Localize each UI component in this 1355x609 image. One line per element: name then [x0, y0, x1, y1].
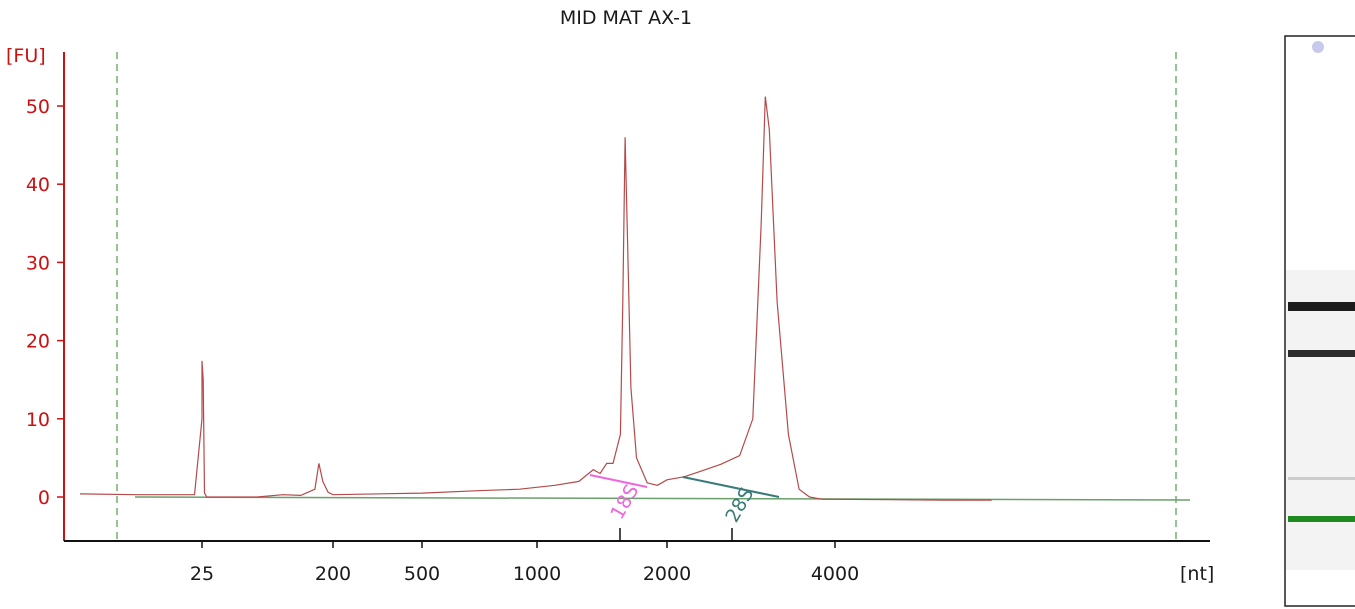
marker-segment-28S — [682, 476, 780, 498]
x-tick-label: 200 — [315, 563, 351, 585]
x-ticks: 25 200 500 1000 2000 4000 — [190, 541, 859, 585]
y-tick-label: 30 — [26, 252, 50, 274]
y-tick-label: 20 — [26, 331, 50, 353]
gel-band-middle — [1288, 350, 1355, 357]
x-tick-label: 4000 — [811, 563, 859, 585]
x-tick-label: 2000 — [643, 563, 691, 585]
gel-band-marker — [1288, 516, 1355, 522]
x-axis-label: [nt] — [1180, 563, 1214, 585]
chart-title: MID MAT AX-1 — [560, 7, 692, 29]
y-tick-label: 0 — [38, 487, 50, 509]
gel-lane — [1284, 35, 1355, 607]
gel-loading-well — [1312, 41, 1324, 53]
y-tick-label: 10 — [26, 409, 50, 431]
series-layer — [79, 96, 992, 501]
marker-layer: 18S 28S — [589, 474, 780, 541]
marker-label-18S: 18S — [606, 481, 643, 523]
x-tick-label: 1000 — [513, 563, 561, 585]
marker-segment-18S — [589, 474, 648, 488]
y-ticks: 0 10 20 30 40 50 — [26, 96, 64, 509]
gel-band-upper — [1288, 302, 1355, 311]
y-tick-label: 50 — [26, 96, 50, 118]
baseline — [134, 496, 1191, 501]
axes — [63, 52, 1210, 542]
y-axis-label: [FU] — [6, 45, 46, 67]
marker-label-28S: 28S — [721, 484, 758, 526]
gel-lane-smear — [1286, 270, 1355, 570]
gel-band-faint — [1288, 477, 1355, 480]
x-tick-label: 25 — [190, 563, 214, 585]
y-tick-label: 40 — [26, 174, 50, 196]
series-line-0 — [79, 96, 992, 501]
x-tick-label: 500 — [404, 563, 440, 585]
